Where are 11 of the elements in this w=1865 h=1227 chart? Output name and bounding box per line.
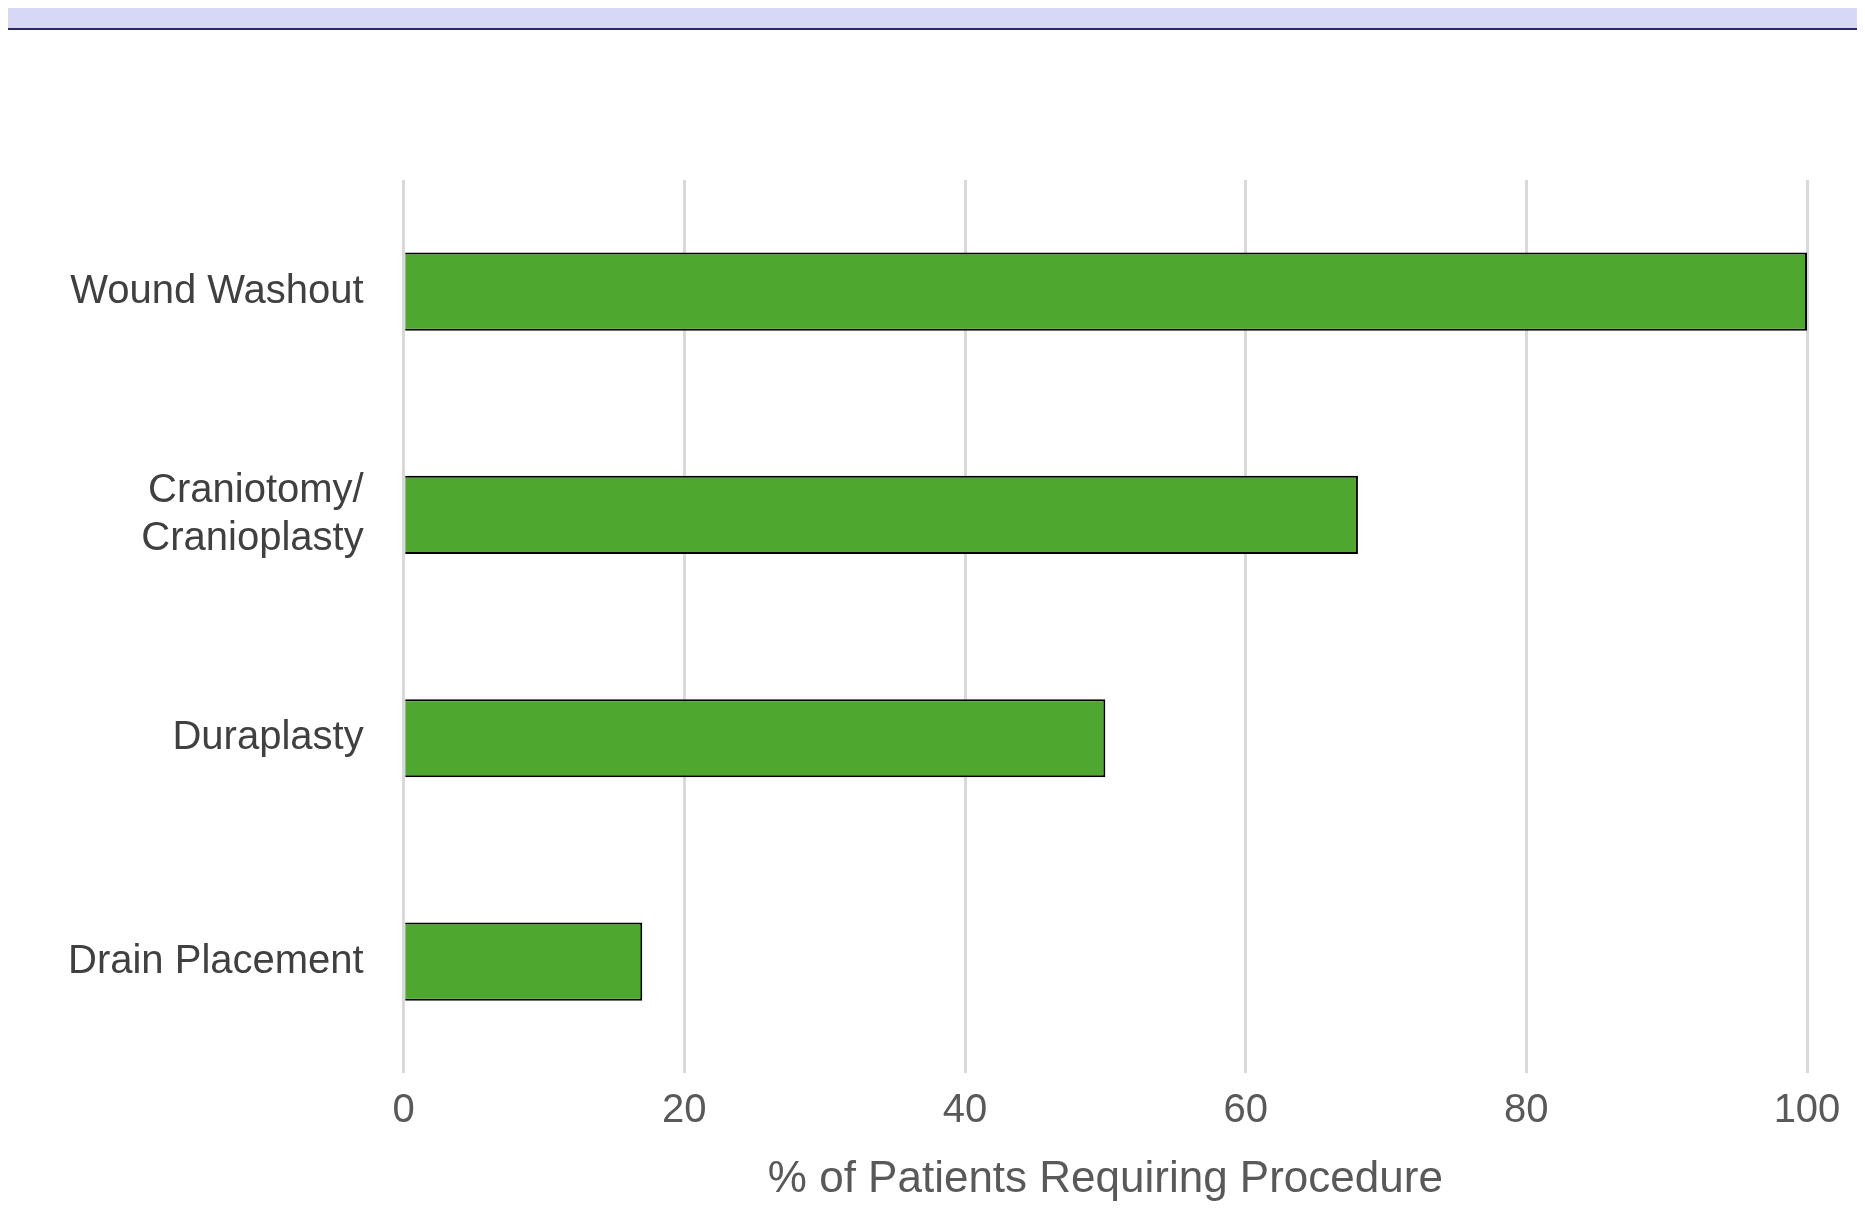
x-tick-label: 80: [1504, 1086, 1549, 1131]
y-tick-label: Drain Placement: [68, 936, 364, 981]
x-tick-label: 60: [1223, 1086, 1268, 1131]
x-tick-label: 100: [1773, 1086, 1841, 1131]
x-tick-label: 40: [942, 1086, 988, 1131]
x-tick-label: 20: [662, 1086, 707, 1131]
x-tick-label: 0: [392, 1086, 415, 1131]
y-tick-label: Duraplasty: [172, 713, 364, 758]
x-axis-title: % of Patients Requiring Procedure: [767, 1151, 1443, 1201]
y-tick-label: Craniotomy/ Cranioplasty: [141, 465, 365, 558]
y-tick-label: Wound Washout: [70, 266, 364, 311]
